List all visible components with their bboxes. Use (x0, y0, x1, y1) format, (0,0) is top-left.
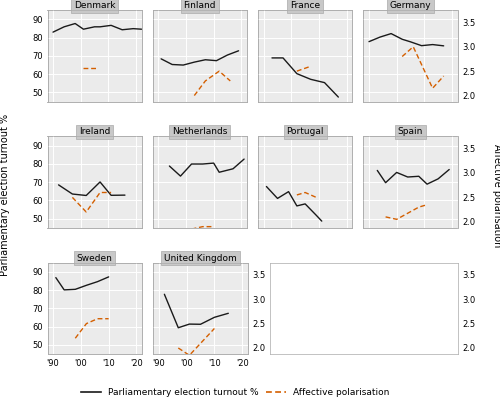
Title: France: France (290, 1, 320, 10)
Text: Affective polarisation: Affective polarisation (492, 144, 500, 247)
Title: Netherlands: Netherlands (172, 127, 228, 136)
Title: Portugal: Portugal (286, 127, 324, 136)
Title: Germany: Germany (390, 1, 432, 10)
Title: Spain: Spain (398, 127, 423, 136)
Legend: Parliamentary election turnout %, Affective polarisation: Parliamentary election turnout %, Affect… (77, 384, 393, 400)
Title: Denmark: Denmark (74, 1, 116, 10)
Title: United Kingdom: United Kingdom (164, 254, 237, 263)
Title: Sweden: Sweden (77, 254, 112, 263)
Text: Parliamentary election turnout %: Parliamentary election turnout % (0, 114, 10, 276)
Title: Finland: Finland (184, 1, 216, 10)
Title: Ireland: Ireland (79, 127, 110, 136)
